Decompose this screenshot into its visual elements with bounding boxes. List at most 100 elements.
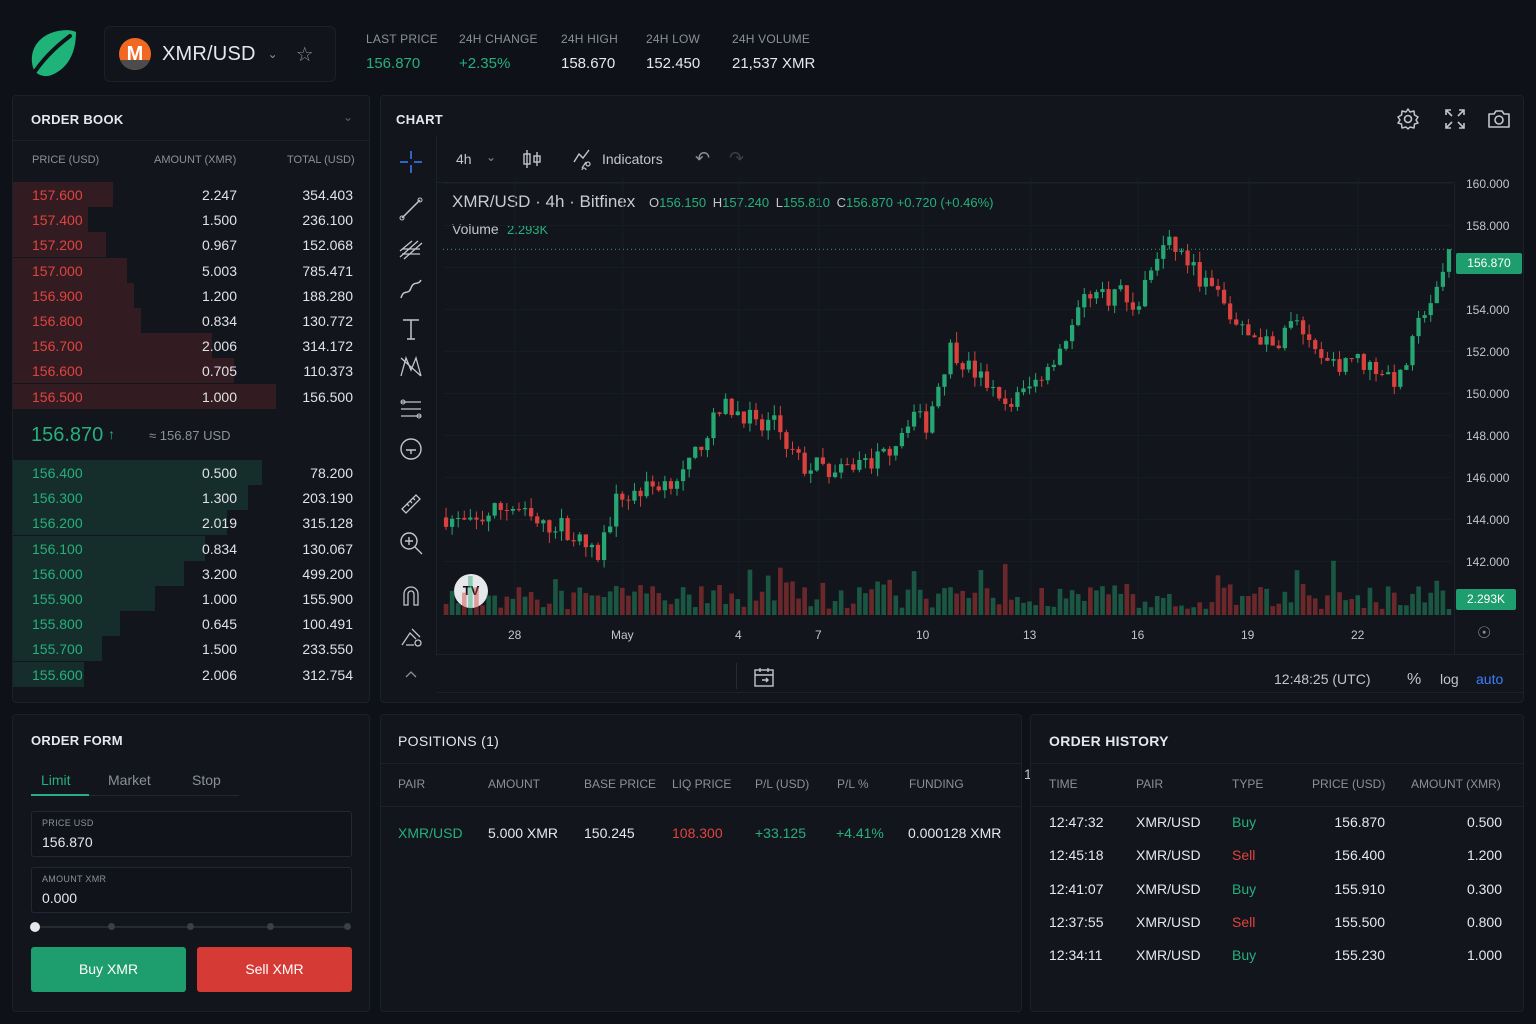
trend-line-icon[interactable]	[398, 196, 424, 222]
chevron-down-icon[interactable]: ⌄	[486, 150, 497, 164]
measure-icon[interactable]	[398, 396, 424, 422]
history-time: 12:37:55	[1049, 913, 1104, 930]
bid-row[interactable]: 155.700 1.500 233.550	[13, 636, 370, 662]
zoom-in-icon[interactable]	[398, 530, 424, 556]
tab-stop[interactable]: Stop	[192, 772, 221, 788]
price-field[interactable]: PRICE USD 156.870	[31, 811, 352, 857]
brush-icon[interactable]	[398, 276, 424, 302]
amount-field-label: AMOUNT XMR	[42, 874, 107, 884]
ask-price[interactable]: 157.000	[32, 262, 83, 279]
ruler-icon[interactable]	[398, 489, 424, 515]
price-field-value[interactable]: 156.870	[42, 834, 93, 850]
exchange-logo-icon[interactable]	[24, 26, 78, 80]
lock-drawings-icon[interactable]	[398, 623, 424, 649]
chevron-down-icon[interactable]: ⌄	[342, 110, 353, 124]
bid-row[interactable]: 156.200 2.019 315.128	[13, 510, 370, 536]
utc-clock[interactable]: 12:48:25 (UTC)	[1274, 671, 1371, 687]
bid-price[interactable]: 155.600	[32, 666, 83, 683]
bid-price[interactable]: 156.300	[32, 490, 83, 507]
bid-price[interactable]: 156.100	[32, 540, 83, 557]
ask-row[interactable]: 156.500 1.000 156.500	[13, 383, 370, 409]
percent-scale-toggle[interactable]: %	[1407, 671, 1422, 688]
history-pair: XMR/USD	[1136, 847, 1201, 864]
stat-value: 21,537 XMR	[732, 55, 816, 72]
depth-bar	[13, 460, 263, 485]
ask-price[interactable]: 157.400	[32, 212, 83, 229]
pattern-icon[interactable]	[398, 354, 424, 380]
favorite-star-icon[interactable]: ☆	[295, 43, 314, 66]
bid-row[interactable]: 156.300 1.300 203.190	[13, 485, 370, 511]
ask-row[interactable]: 157.000 5.003 785.471	[13, 257, 370, 283]
auto-scale-toggle[interactable]: auto	[1476, 671, 1504, 687]
bid-price[interactable]: 155.900	[32, 591, 83, 607]
history-amount: 0.300	[1466, 880, 1502, 897]
depth-bar	[13, 207, 88, 233]
ask-row[interactable]: 156.800 0.834 130.772	[13, 308, 370, 333]
bid-price[interactable]: 155.700	[32, 641, 83, 658]
price-tick: 148.000	[1466, 428, 1510, 443]
amount-field-value[interactable]: 0.000	[42, 890, 78, 906]
fib-channel-icon[interactable]	[398, 237, 424, 263]
ask-price[interactable]: 157.600	[32, 187, 83, 203]
bid-total: 312.754	[302, 666, 353, 683]
col-type-header: TYPE	[1232, 777, 1264, 791]
pair-selector[interactable]: M XMR/USD ⌄ ☆	[104, 26, 336, 82]
bid-price[interactable]: 155.800	[32, 616, 83, 633]
ask-price[interactable]: 157.200	[32, 237, 83, 254]
slider-step-25[interactable]	[108, 923, 115, 930]
indicators-icon[interactable]	[572, 148, 594, 170]
ask-price[interactable]: 156.900	[32, 287, 83, 304]
ask-row[interactable]: 156.600 0.705 110.373	[13, 358, 370, 384]
bid-price[interactable]: 156.000	[32, 565, 83, 582]
tab-limit[interactable]: Limit	[41, 772, 71, 788]
ask-price[interactable]: 156.600	[32, 363, 83, 380]
sell-button[interactable]: Sell XMR	[197, 947, 352, 992]
ask-price[interactable]: 156.500	[32, 388, 83, 405]
col-pair-header: PAIR	[1136, 777, 1164, 791]
fullscreen-icon[interactable]	[1443, 107, 1467, 131]
amount-slider-thumb[interactable]	[30, 922, 40, 932]
chevron-down-icon[interactable]: ⌄	[267, 47, 278, 61]
emoji-icon[interactable]	[398, 436, 424, 462]
redo-icon[interactable]: ↷	[729, 148, 745, 168]
calendar-goto-icon[interactable]	[753, 666, 775, 688]
bid-row[interactable]: 156.000 3.200 499.200	[13, 560, 370, 586]
crosshair-icon[interactable]	[398, 149, 424, 175]
divider	[1031, 806, 1523, 807]
axis-settings-icon[interactable]: ☉	[1477, 625, 1492, 642]
ask-row[interactable]: 157.200 0.967 152.068	[13, 232, 370, 258]
candles-type-icon[interactable]	[522, 148, 542, 170]
log-scale-toggle[interactable]: log	[1440, 671, 1459, 687]
bid-row[interactable]: 155.800 0.645 100.491	[13, 611, 370, 637]
interval-selector[interactable]: 4h	[456, 151, 472, 167]
position-pair[interactable]: XMR/USD	[398, 825, 463, 841]
undo-icon[interactable]: ↶	[695, 148, 711, 168]
ask-row[interactable]: 156.700 2.006 314.172	[13, 333, 370, 359]
ask-price[interactable]: 156.700	[32, 338, 83, 355]
bid-price[interactable]: 156.400	[32, 465, 83, 481]
bid-row[interactable]: 155.900 1.000 155.900	[13, 586, 370, 611]
magnet-icon[interactable]	[398, 583, 424, 609]
indicators-button[interactable]: Indicators	[602, 151, 663, 167]
ask-row[interactable]: 157.600 2.247 354.403	[13, 182, 370, 207]
buy-button[interactable]: Buy XMR	[31, 947, 186, 992]
slider-step-50[interactable]	[187, 923, 194, 930]
ask-row[interactable]: 157.400 1.500 236.100	[13, 207, 370, 233]
amount-field[interactable]: AMOUNT XMR 0.000	[31, 867, 352, 913]
camera-screenshot-icon[interactable]	[1487, 107, 1511, 131]
bid-row[interactable]: 156.100 0.834 130.067	[13, 535, 370, 561]
ask-price[interactable]: 156.800	[32, 313, 83, 329]
ohlc-close-label: C	[836, 195, 847, 210]
bid-price[interactable]: 156.200	[32, 515, 83, 532]
settings-gear-icon[interactable]	[1396, 107, 1420, 131]
bid-row[interactable]: 155.600 2.006 312.754	[13, 661, 370, 687]
tab-market[interactable]: Market	[108, 772, 151, 788]
bid-row[interactable]: 156.400 0.500 78.200	[13, 460, 370, 485]
slider-step-100[interactable]	[344, 923, 351, 930]
tradingview-logo-icon[interactable]: TV	[454, 574, 488, 608]
last-price-tag: 156.870	[1456, 253, 1522, 274]
ask-row[interactable]: 156.900 1.200 188.280	[13, 282, 370, 308]
collapse-toolbar-icon[interactable]	[398, 661, 424, 687]
text-tool-icon[interactable]	[398, 316, 424, 342]
slider-step-75[interactable]	[267, 923, 274, 930]
